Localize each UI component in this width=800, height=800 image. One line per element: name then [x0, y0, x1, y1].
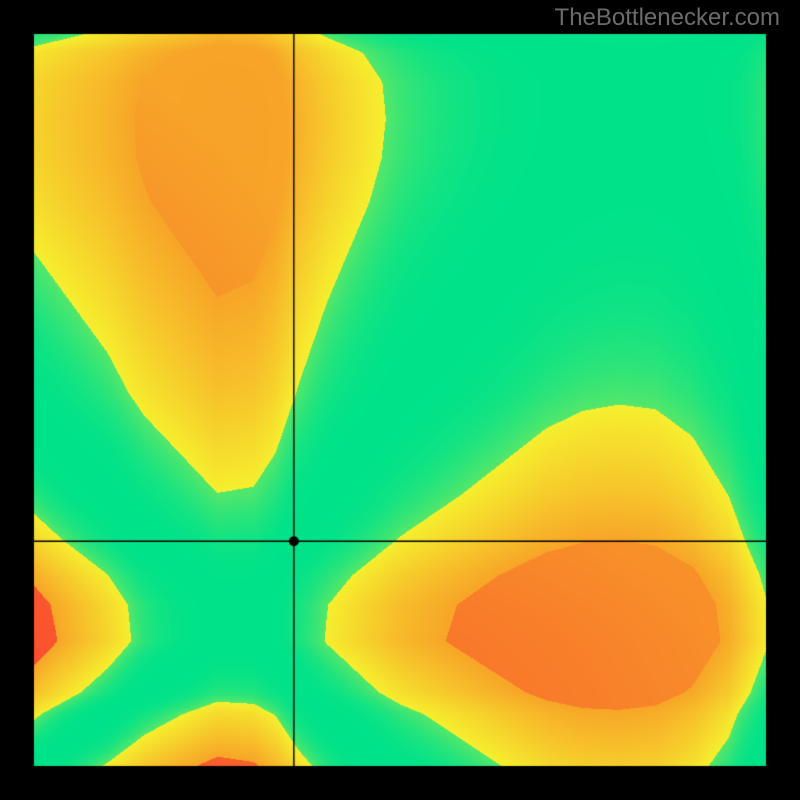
chart-container: TheBottlenecker.com: [0, 0, 800, 800]
heatmap-canvas: [0, 0, 800, 800]
watermark-text: TheBottlenecker.com: [555, 4, 780, 32]
